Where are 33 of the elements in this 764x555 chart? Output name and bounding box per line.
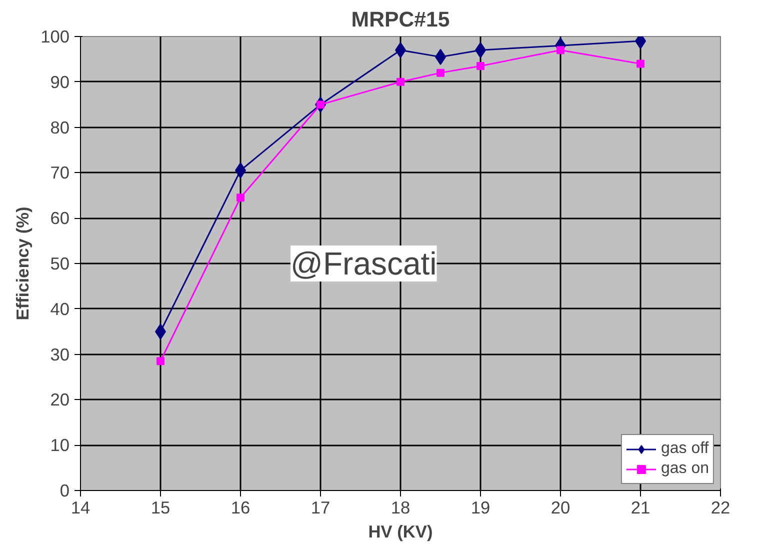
y-tick-label: 80 xyxy=(50,117,70,138)
point xyxy=(476,62,484,70)
x-tick-label: 19 xyxy=(470,498,490,518)
y-tick-label: 50 xyxy=(50,254,70,274)
chart-title: MRPC#15 xyxy=(351,8,450,32)
annotation: @Frascati xyxy=(290,246,437,282)
point xyxy=(556,46,564,54)
y-tick-label: 90 xyxy=(50,72,70,92)
x-tick-label: 18 xyxy=(390,498,410,518)
y-tick-label: 0 xyxy=(60,480,70,500)
y-tick-label: 30 xyxy=(50,344,70,364)
x-axis-title: HV (KV) xyxy=(368,522,433,542)
point xyxy=(236,194,244,202)
y-axis-title: Efficiency (%) xyxy=(12,206,33,320)
point xyxy=(636,60,644,68)
x-tick-label: 16 xyxy=(230,498,250,518)
x-tick-label: 14 xyxy=(70,498,90,518)
y-tick-label: 10 xyxy=(50,435,70,456)
y-tick-label: 40 xyxy=(50,298,70,319)
x-tick-label: 17 xyxy=(310,498,330,518)
y-tick-label: 100 xyxy=(40,26,70,46)
point xyxy=(436,68,444,77)
legend-label: gas off xyxy=(660,440,709,458)
legend-label: gas on xyxy=(660,460,709,478)
x-tick-label: 22 xyxy=(710,498,730,518)
y-tick-label: 60 xyxy=(50,208,70,228)
x-tick-label: 20 xyxy=(550,498,570,518)
point xyxy=(156,357,164,366)
x-tick-label: 15 xyxy=(150,498,170,518)
point xyxy=(396,78,404,86)
y-tick-label: 70 xyxy=(50,162,70,183)
x-tick-label: 21 xyxy=(630,498,650,518)
y-tick-label: 20 xyxy=(50,390,70,410)
